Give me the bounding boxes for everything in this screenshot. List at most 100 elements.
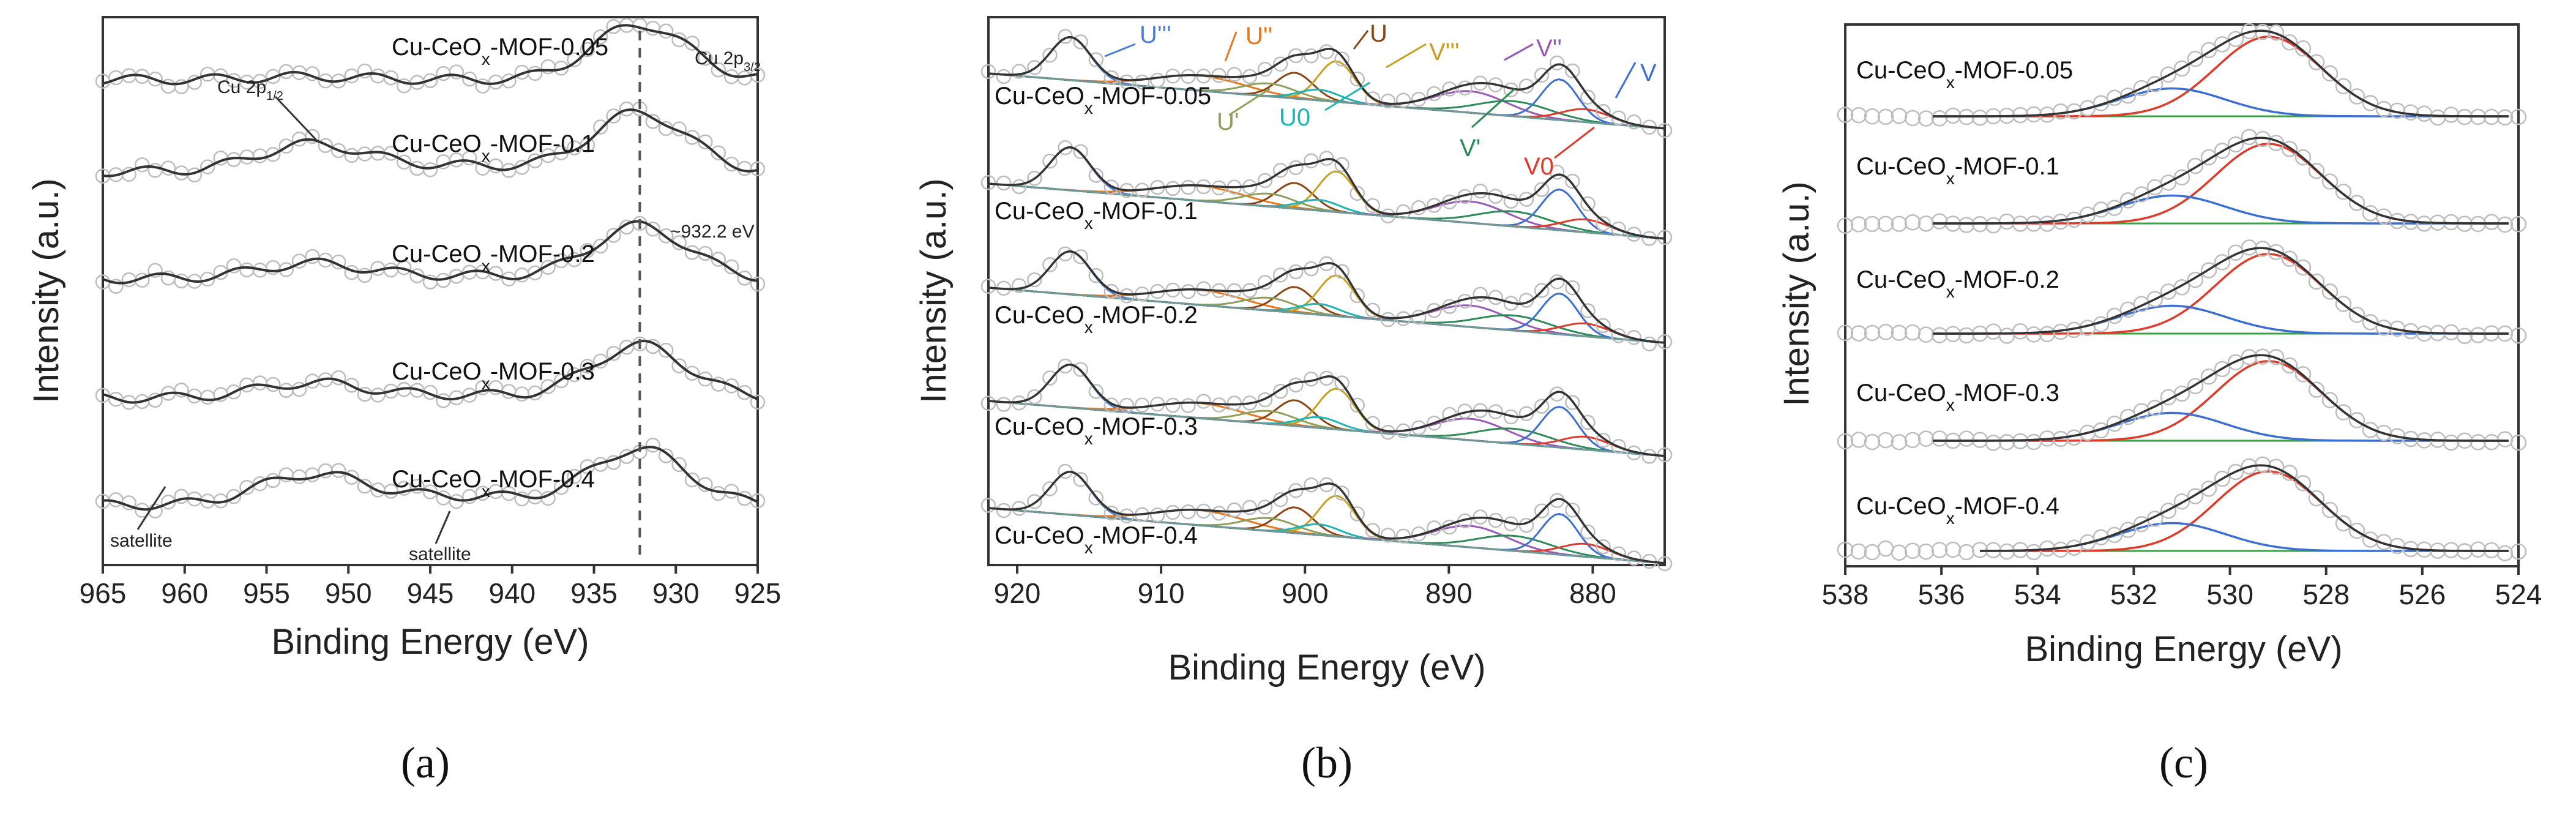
panel-a-sample-label: Cu-CeOx-MOF-0.3 [392,358,595,393]
data-point [252,375,268,391]
data-point [1864,108,1881,125]
data-point [1395,92,1411,108]
data-point [147,503,163,518]
envelope-line [988,250,1665,344]
data-point [2025,326,2042,343]
component-curve [1932,411,2509,442]
data-point [750,276,766,292]
data-point [1837,433,1854,450]
data-point [996,503,1012,518]
data-point [996,175,1012,191]
component-curve [1980,522,2509,552]
data-point [2119,408,2137,425]
spectrum-line [102,220,758,285]
arrow-icon [1554,126,1595,159]
data-point [1549,55,1565,71]
data-point [606,228,621,243]
data-point [540,379,556,394]
data-point [1088,490,1104,506]
panel-b-label: (b) [1301,738,1353,787]
data-point [2294,40,2312,57]
data-point [2146,76,2163,92]
x-tick-label: 925 [734,577,782,609]
data-point [1877,540,1894,557]
data-point [2173,60,2190,77]
data-point [2187,157,2204,174]
data-point [2483,214,2500,230]
component-label: U [1370,20,1387,47]
data-point [1565,395,1580,410]
data-point [278,383,294,398]
data-point [2335,404,2352,421]
panel-c-sample-label: Cu-CeOx-MOF-0.1 [1856,153,2059,188]
data-point [1073,472,1088,487]
component-label: V''' [1429,39,1460,66]
envelope-line [988,146,1665,240]
data-point [1837,324,1854,342]
data-point [1580,303,1596,318]
data-point [1534,283,1550,298]
data-point [1580,196,1596,212]
data-point [2362,531,2379,548]
component-label: U''' [1140,21,1171,48]
data-point [2106,307,2123,324]
data-point [1998,434,2015,451]
data-point [1226,395,1242,411]
data-point [1181,179,1196,195]
panel-b-sample-label: Cu-CeOx-MOF-0.3 [995,413,1198,448]
data-point [226,258,242,274]
data-point [592,29,608,45]
data-point [1165,397,1181,413]
data-point [580,137,595,153]
data-point [1365,198,1381,214]
data-point [2348,412,2365,429]
data-point [1058,358,1073,374]
data-point [1165,504,1181,520]
data-point [592,119,608,135]
data-point [580,42,595,58]
data-point [252,148,268,163]
data-point [2470,434,2487,451]
data-point [553,479,569,495]
data-point [1549,164,1565,180]
data-point [711,145,726,160]
data-point [2200,262,2217,279]
x-tick-label: 955 [243,577,290,609]
data-point [2133,515,2150,533]
data-point [2294,149,2312,166]
panel-c-x-ticks: 538 536 534 532 530 528 526 524 [1822,566,2542,610]
component-curve [1932,304,2509,335]
data-point [265,146,281,162]
data-point [1931,327,1948,343]
data-point [2093,95,2110,111]
data-point [2241,129,2258,146]
data-point [980,498,996,513]
data-point [1985,323,2002,340]
data-point [658,228,674,244]
data-point [1596,318,1611,334]
data-point [1534,503,1550,518]
data-point [2281,357,2298,374]
data-point [2510,327,2527,344]
data-point [1958,430,1975,447]
data-point [1473,183,1488,199]
data-point [1611,221,1626,237]
data-point [2321,65,2339,82]
data-point [658,448,674,463]
data-point [1534,67,1550,83]
data-point [344,470,359,485]
data-point [1103,179,1119,195]
data-point [2510,215,2527,233]
data-point [2214,361,2231,378]
data-point [2133,186,2150,203]
data-point [2187,488,2204,504]
data-point [200,389,215,405]
component-label: U'' [1245,23,1272,50]
envelope-line [1933,29,2509,118]
data-point [2200,369,2217,385]
data-point [671,457,687,473]
data-point [1042,257,1058,272]
data-point [2321,392,2339,408]
data-point [1877,432,1894,449]
